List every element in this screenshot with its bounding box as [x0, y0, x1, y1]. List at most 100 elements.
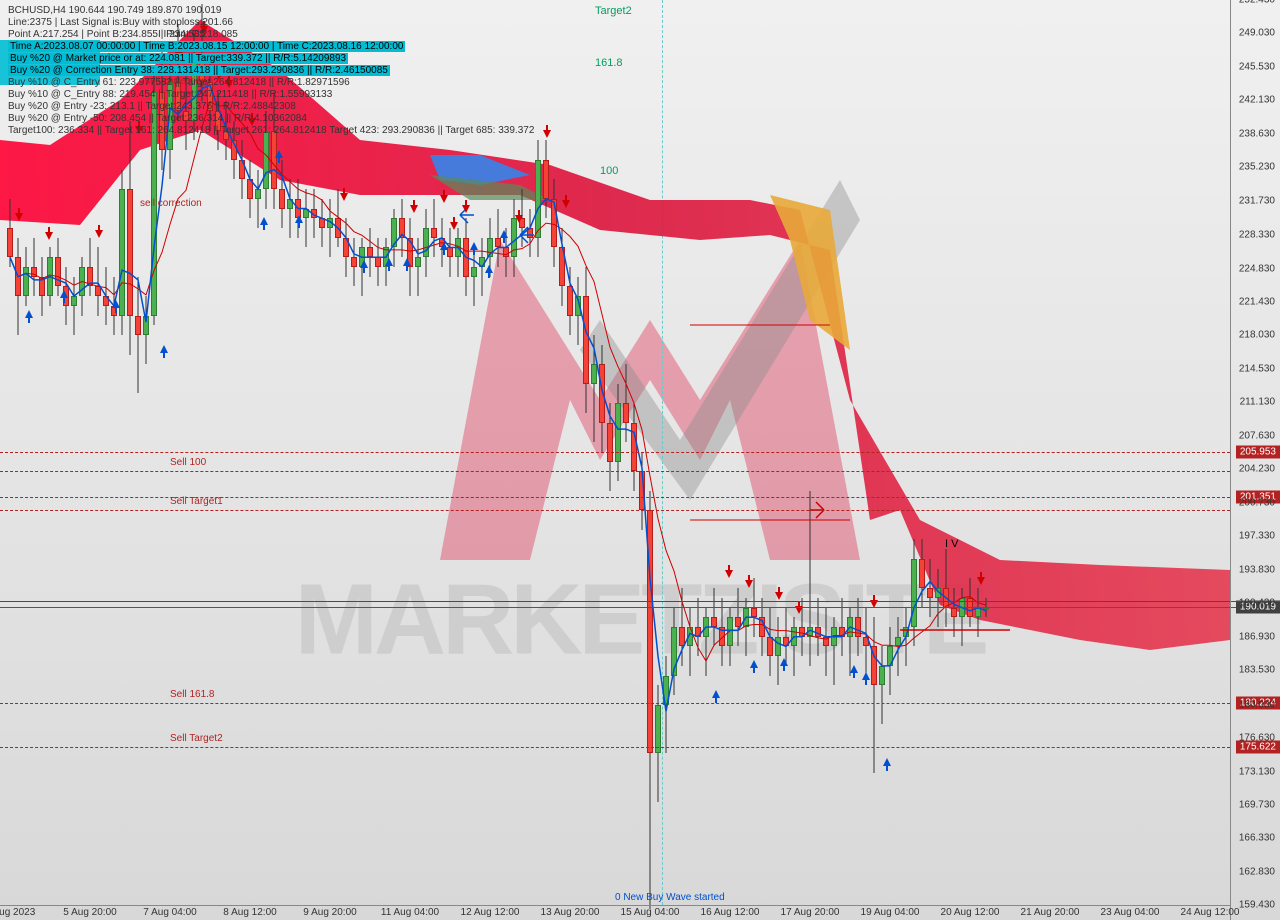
- current-price-line: [0, 607, 1280, 608]
- y-tick: 173.130: [1239, 766, 1275, 777]
- y-tick: 214.530: [1239, 363, 1275, 374]
- arrow-up-icon: [500, 230, 508, 238]
- arrow-down-icon: [745, 580, 753, 588]
- x-tick: 8 Aug 12:00: [223, 907, 276, 918]
- y-tick: 245.530: [1239, 62, 1275, 73]
- info-line: Buy %10 @ C_Entry 61: 223.977582 || Targ…: [8, 77, 350, 88]
- arrow-down-icon: [543, 130, 551, 138]
- y-tick: 186.930: [1239, 632, 1275, 643]
- arrow-down-icon: [45, 232, 53, 240]
- y-tick: 200.730: [1239, 498, 1275, 509]
- horizontal-level-line: [0, 452, 1230, 453]
- x-tick: 20 Aug 12:00: [941, 907, 1000, 918]
- horizontal-level-label: Sell 161.8: [170, 689, 214, 700]
- horizontal-level-line: [0, 471, 1230, 472]
- y-tick: 218.030: [1239, 329, 1275, 340]
- y-tick: 190.430: [1239, 598, 1275, 609]
- x-tick: 11 Aug 04:00: [381, 907, 439, 918]
- x-tick: 13 Aug 20:00: [541, 907, 600, 918]
- arrow-down-icon: [725, 570, 733, 578]
- y-tick: 169.730: [1239, 799, 1275, 810]
- arrow-up-icon: [360, 260, 368, 268]
- y-tick: 204.230: [1239, 464, 1275, 475]
- x-tick: 21 Aug 20:00: [1021, 907, 1080, 918]
- arrow-down-icon: [440, 195, 448, 203]
- y-tick: 252.430: [1239, 0, 1275, 6]
- arrow-up-icon: [385, 258, 393, 266]
- arrow-up-icon: [862, 672, 870, 680]
- arrow-up-icon: [712, 690, 720, 698]
- y-tick: 197.330: [1239, 531, 1275, 542]
- arrow-down-icon: [515, 215, 523, 223]
- y-tick: 221.430: [1239, 296, 1275, 307]
- x-tick: 24 Aug 12:00: [1181, 907, 1240, 918]
- y-axis: 252.430249.030245.530242.130238.630235.2…: [1230, 0, 1280, 920]
- y-tick: 166.330: [1239, 832, 1275, 843]
- y-tick: 249.030: [1239, 28, 1275, 39]
- x-tick: 23 Aug 04:00: [1101, 907, 1160, 918]
- horizontal-level-label: Sell Target1: [170, 496, 223, 507]
- info-line: BCHUSD,H4 190.644 190.749 189.870 190.01…: [8, 5, 222, 16]
- arrow-down-icon: [340, 193, 348, 201]
- target-label: 100: [600, 165, 618, 177]
- arrow-up-icon: [403, 258, 411, 266]
- x-tick: 4 Aug 2023: [0, 907, 35, 918]
- arrow-down-icon: [450, 222, 458, 230]
- y-tick: 238.630: [1239, 129, 1275, 140]
- info-line: Time A:2023.08.07 00:00:00 | Time B:2023…: [8, 41, 405, 52]
- info-line: Buy %20 @ Correction Entry 38: 228.13141…: [8, 65, 390, 76]
- arrow-up-icon: [295, 215, 303, 223]
- info-line: Target100: 236.334 || Target 161: 264.81…: [8, 125, 534, 136]
- x-tick: 7 Aug 04:00: [143, 907, 196, 918]
- info-line: I I 234.585: [158, 29, 205, 40]
- y-tick: 159.430: [1239, 900, 1275, 911]
- target-label: 161.8: [595, 57, 623, 69]
- info-line: Buy %20 @ Market price or at: 224.081 ||…: [8, 53, 348, 64]
- x-tick: 12 Aug 12:00: [461, 907, 520, 918]
- arrow-up-icon: [260, 217, 268, 225]
- annotation-label: sell correction: [140, 198, 202, 209]
- arrow-down-icon: [15, 213, 23, 221]
- x-tick: 16 Aug 12:00: [701, 907, 760, 918]
- x-tick: 17 Aug 20:00: [781, 907, 840, 918]
- wave-label-iv: I V: [945, 538, 958, 550]
- arrow-up-icon: [485, 265, 493, 273]
- info-line: Buy %10 @ C_Entry 88: 219.454 || Target:…: [8, 89, 332, 100]
- x-tick: 5 Aug 20:00: [63, 907, 116, 918]
- arrow-up-icon: [160, 345, 168, 353]
- y-tick: 162.830: [1239, 866, 1275, 877]
- y-tick: 193.830: [1239, 565, 1275, 576]
- arrow-down-icon: [462, 205, 470, 213]
- arrow-up-icon: [750, 660, 758, 668]
- arrow-up-icon: [60, 290, 68, 298]
- arrow-down-icon: [977, 577, 985, 585]
- arrow-up-icon: [470, 242, 478, 250]
- info-line: Buy %20 @ Entry -50: 208.454 || Target:2…: [8, 113, 307, 124]
- y-tick: 224.830: [1239, 263, 1275, 274]
- horizontal-level-line: [0, 510, 1230, 511]
- y-tick: 242.130: [1239, 95, 1275, 106]
- y-tick: 176.630: [1239, 732, 1275, 743]
- arrow-down-icon: [410, 205, 418, 213]
- arrow-up-icon: [112, 300, 120, 308]
- info-line: Line:2375 | Last Signal is:Buy with stop…: [8, 17, 233, 28]
- horizontal-level-line: [0, 747, 1230, 748]
- chart-container: MARKETZISITE 205.: [0, 0, 1280, 920]
- x-tick: 19 Aug 04:00: [861, 907, 920, 918]
- horizontal-level-label: Sell Target2: [170, 733, 223, 744]
- arrow-up-icon: [883, 758, 891, 766]
- red-price-line: [0, 601, 1280, 602]
- bottom-status-text: 0 New Buy Wave started: [615, 892, 725, 903]
- y-tick: 211.130: [1240, 396, 1275, 407]
- arrow-down-icon: [775, 592, 783, 600]
- info-line: Buy %20 @ Entry -23: 213.1 || Target:243…: [8, 101, 296, 112]
- y-tick: 231.730: [1239, 196, 1275, 207]
- arrow-down-icon: [95, 230, 103, 238]
- y-tick: 207.630: [1239, 430, 1275, 441]
- y-tick: 228.330: [1239, 229, 1275, 240]
- y-tick: 180.030: [1239, 699, 1275, 710]
- arrow-up-icon: [850, 665, 858, 673]
- horizontal-level-line: [0, 703, 1230, 704]
- y-tick: 183.530: [1239, 665, 1275, 676]
- horizontal-level-label: Sell 100: [170, 457, 206, 468]
